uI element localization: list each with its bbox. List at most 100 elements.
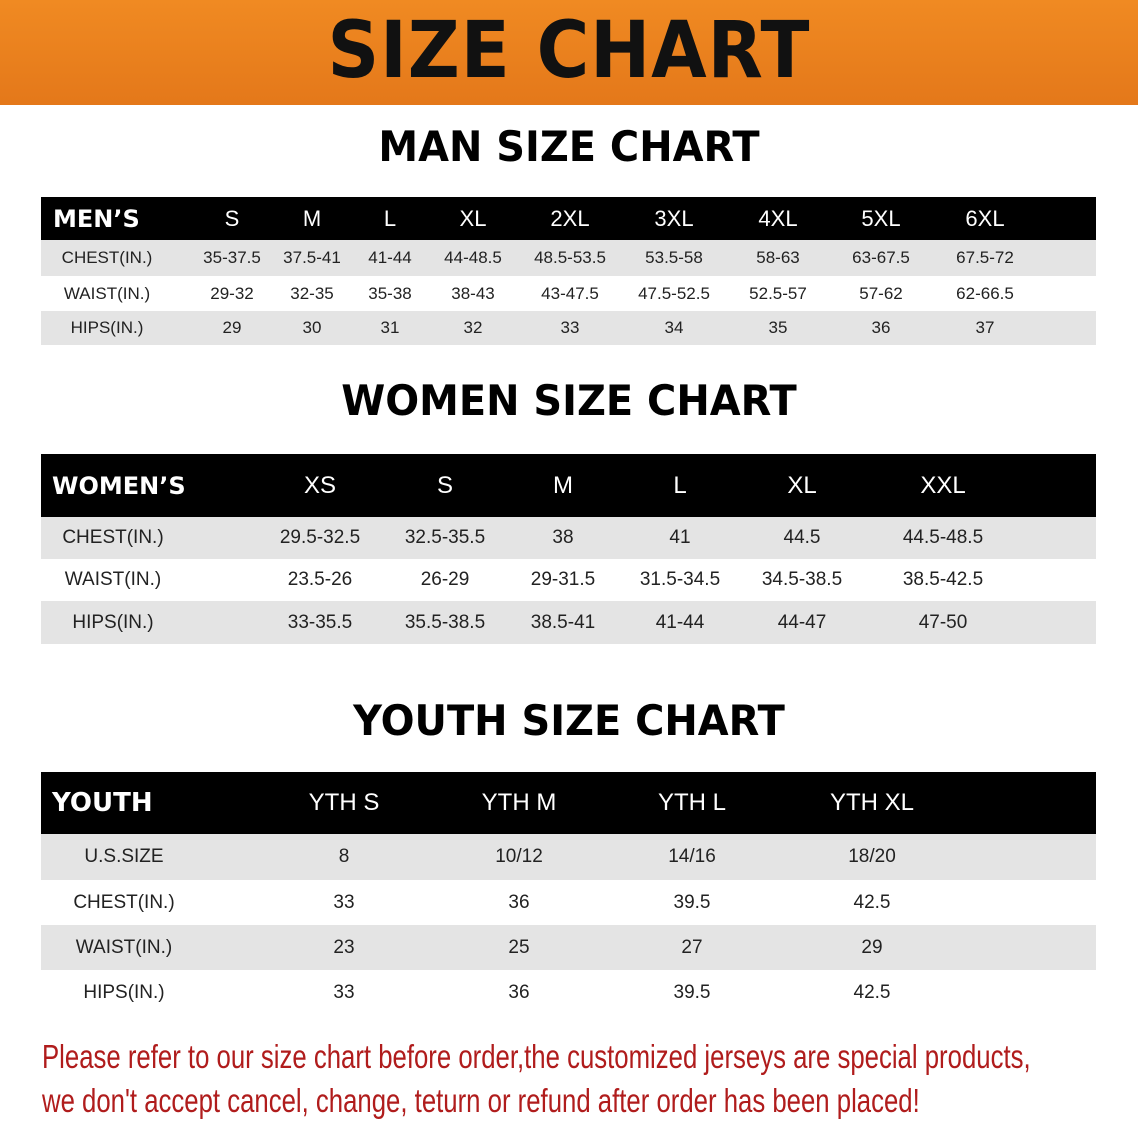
women-section-title: WOMEN SIZE CHART [341, 376, 797, 425]
size-column-header: 4XL [758, 205, 798, 231]
table-cell: 36 [871, 318, 891, 337]
size-column-header: L [673, 471, 687, 499]
table-cell: 44-47 [777, 611, 827, 633]
size-column-header: XL [787, 471, 817, 499]
size-column-header: S [436, 471, 454, 499]
order-notice-line-1: Please refer to our size chart before or… [42, 1038, 1031, 1075]
table-cell: 35 [768, 318, 788, 337]
table-cell: 58-63 [756, 248, 800, 267]
size-column-header: 2XL [550, 205, 590, 231]
table-cell: 29-31.5 [530, 569, 596, 590]
size-column-header: XL [459, 205, 487, 231]
table-cell: 43-47.5 [541, 283, 599, 303]
table-cell: 42.5 [853, 981, 891, 1003]
table-row: WAIST(IN.) 29-32 32-35 35-38 38-43 43-47.5 47.… [41, 276, 1096, 311]
table-cell: 52.5-57 [749, 283, 807, 303]
men-size-table: MEN’S S M L XL 2XL 3XL 4XL 5XL 6XL CHEST(IN.) 35-37… [41, 197, 1096, 345]
table-cell: 29 [222, 318, 242, 337]
youth-header-row: YOUTH YTH S YTH M YTH L YTH XL [41, 772, 1096, 834]
table-cell: 67.5-72 [956, 248, 1014, 267]
measurement-label: HIPS(IN.) [70, 318, 144, 337]
table-cell: 47-50 [918, 611, 968, 633]
table-row: HIPS(IN.) 29 30 31 32 33 34 35 36 37 [41, 311, 1096, 345]
measurement-label: CHEST(IN.) [62, 527, 164, 548]
table-cell: 32.5-35.5 [404, 527, 486, 548]
table-row: CHEST(IN.) 29.5-32.5 32.5-35.5 38 41 44.5 44.5… [41, 517, 1096, 559]
table-row: HIPS(IN.) 33 36 39.5 42.5 [41, 970, 1096, 1015]
table-cell: 44.5 [783, 527, 821, 548]
measurement-label: WAIST(IN.) [64, 569, 162, 590]
table-cell: 53.5-58 [645, 248, 703, 267]
table-cell: 47.5-52.5 [638, 283, 710, 303]
size-column-header: 6XL [965, 205, 1005, 231]
table-cell: 25 [508, 936, 530, 958]
table-row: WAIST(IN.) 23 25 27 29 [41, 925, 1096, 970]
size-chart-banner: SIZE CHART [0, 0, 1138, 105]
measurement-label: WAIST(IN.) [75, 936, 173, 958]
table-cell: 10/12 [495, 846, 543, 867]
table-cell: 35.5-38.5 [404, 611, 486, 633]
table-cell: 57-62 [859, 283, 903, 303]
women-size-table: WOMEN’S XS S M L XL XXL CHEST(IN.) 29.5-32.5 32.5… [41, 454, 1096, 644]
table-cell: 36 [508, 891, 530, 913]
table-cell: 23.5-26 [287, 569, 353, 590]
table-cell: 44-48.5 [444, 248, 502, 267]
size-column-header: M [553, 471, 573, 499]
table-cell: 32-35 [290, 283, 334, 303]
table-cell: 42.5 [853, 891, 891, 913]
table-cell: 30 [302, 318, 322, 337]
table-cell: 44.5-48.5 [902, 527, 984, 548]
size-column-header: YTH L [657, 789, 727, 816]
table-cell: 39.5 [673, 981, 711, 1003]
table-cell: 35-37.5 [203, 248, 261, 267]
women-table-label: WOMEN’S [52, 471, 186, 500]
table-cell: 38 [552, 527, 574, 548]
table-cell: 26-29 [420, 569, 470, 590]
table-cell: 33 [333, 891, 355, 913]
table-cell: 38-43 [451, 283, 495, 303]
measurement-label: CHEST(IN.) [61, 248, 153, 267]
table-cell: 48.5-53.5 [534, 248, 606, 267]
table-row: HIPS(IN.) 33-35.5 35.5-38.5 38.5-41 41-44 44-… [41, 601, 1096, 644]
table-cell: 38.5-42.5 [902, 569, 984, 590]
table-cell: 37 [975, 318, 995, 337]
table-cell: 18/20 [848, 846, 896, 867]
measurement-label: CHEST(IN.) [73, 891, 175, 913]
table-cell: 23 [333, 936, 355, 958]
size-column-header: XXL [920, 471, 966, 499]
youth-size-table: YOUTH YTH S YTH M YTH L YTH XL U.S.SIZE 8 10/12… [41, 772, 1096, 1015]
table-row: CHEST(IN.) 33 36 39.5 42.5 [41, 880, 1096, 925]
table-cell: 62-66.5 [956, 283, 1014, 303]
table-row: WAIST(IN.) 23.5-26 26-29 29-31.5 31.5-34.5 34… [41, 559, 1096, 601]
table-cell: 34.5-38.5 [761, 569, 843, 590]
women-header-row: WOMEN’S XS S M L XL XXL [41, 454, 1096, 517]
table-row: CHEST(IN.) 35-37.5 37.5-41 41-44 44-48.5 48.5… [41, 240, 1096, 276]
table-cell: 35-38 [368, 283, 412, 303]
page-title: SIZE CHART [327, 6, 811, 96]
table-cell: 37.5-41 [283, 248, 341, 267]
table-cell: 36 [508, 981, 530, 1003]
men-section-title: MAN SIZE CHART [378, 122, 760, 171]
size-column-header: 5XL [861, 205, 901, 231]
measurement-label: U.S.SIZE [84, 846, 164, 867]
table-cell: 14/16 [668, 846, 716, 867]
table-cell: 33 [560, 318, 580, 337]
measurement-label: WAIST(IN.) [63, 283, 151, 303]
table-cell: 29-32 [210, 283, 254, 303]
table-cell: 41 [669, 527, 691, 548]
size-column-header: 3XL [654, 205, 694, 231]
table-cell: 38.5-41 [530, 611, 596, 633]
measurement-label: HIPS(IN.) [83, 981, 165, 1003]
youth-section-title: YOUTH SIZE CHART [353, 696, 785, 745]
table-cell: 29 [861, 936, 883, 958]
table-cell: 33-35.5 [287, 611, 353, 633]
size-column-header: L [383, 205, 397, 231]
size-column-header: YTH S [308, 789, 380, 816]
table-row: U.S.SIZE 8 10/12 14/16 18/20 [41, 834, 1096, 880]
youth-table-label: YOUTH [52, 788, 153, 818]
table-cell: 41-44 [368, 248, 412, 267]
table-cell: 33 [333, 981, 355, 1003]
table-cell: 27 [681, 936, 703, 958]
men-header-row: MEN’S S M L XL 2XL 3XL 4XL 5XL 6XL [41, 197, 1096, 240]
men-table-label: MEN’S [53, 204, 140, 233]
